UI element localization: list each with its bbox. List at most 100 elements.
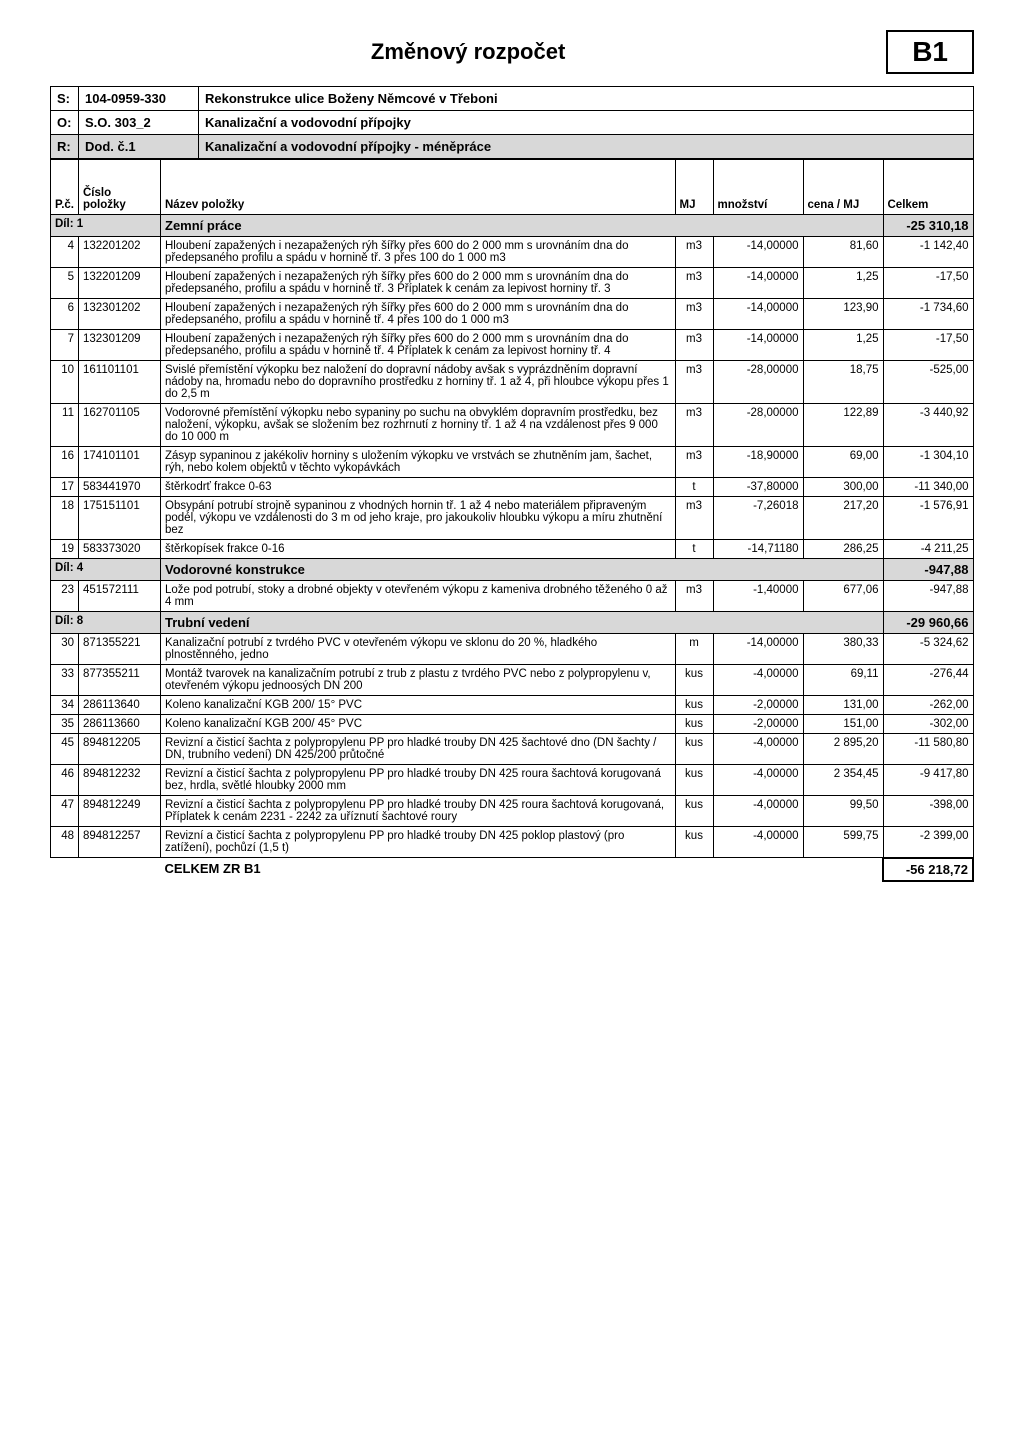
cell-qty: -14,00000 xyxy=(713,237,803,268)
cell-pc: 47 xyxy=(51,796,79,827)
cell-mj: m3 xyxy=(675,299,713,330)
table-row: 17583441970štěrkodrť frakce 0-63t-37,800… xyxy=(51,478,974,497)
cell-name: Kanalizační potrubí z tvrdého PVC v otev… xyxy=(161,634,676,665)
r-label: R: xyxy=(51,135,79,159)
cell-qty: -14,00000 xyxy=(713,299,803,330)
cell-qty: -28,00000 xyxy=(713,404,803,447)
cell-pc: 18 xyxy=(51,497,79,540)
cell-pc: 19 xyxy=(51,540,79,559)
table-row: 47894812249Revizní a čisticí šachta z po… xyxy=(51,796,974,827)
s-desc: Rekonstrukce ulice Boženy Němcové v Třeb… xyxy=(199,87,974,111)
cell-name: Revizní a čisticí šachta z polypropylenu… xyxy=(161,765,676,796)
section-row: Díl: 4Vodorovné konstrukce-947,88 xyxy=(51,559,974,581)
cell-name: Hloubení zapažených i nezapažených rýh š… xyxy=(161,268,676,299)
cell-code: 162701105 xyxy=(79,404,161,447)
table-row: 35286113660Koleno kanalizační KGB 200/ 4… xyxy=(51,715,974,734)
cell-code: 894812205 xyxy=(79,734,161,765)
table-row: 23451572111Lože pod potrubí, stoky a dro… xyxy=(51,581,974,612)
table-row: 19583373020štěrkopísek frakce 0-16t-14,7… xyxy=(51,540,974,559)
cell-code: 132201202 xyxy=(79,237,161,268)
cell-code: 894812257 xyxy=(79,827,161,858)
page-title: Změnový rozpočet xyxy=(50,39,886,65)
section-id: Díl: 4 xyxy=(51,559,161,581)
cell-code: 877355211 xyxy=(79,665,161,696)
cell-name: Revizní a čisticí šachta z polypropylenu… xyxy=(161,796,676,827)
cell-qty: -7,26018 xyxy=(713,497,803,540)
section-subtotal: -29 960,66 xyxy=(883,612,973,634)
cell-mj: kus xyxy=(675,715,713,734)
cell-name: Obsypání potrubí strojně sypaninou z vho… xyxy=(161,497,676,540)
cell-mj: m3 xyxy=(675,361,713,404)
cell-mj: kus xyxy=(675,665,713,696)
cell-mj: kus xyxy=(675,734,713,765)
cell-qty: -2,00000 xyxy=(713,715,803,734)
cell-total: -3 440,92 xyxy=(883,404,973,447)
header-row: Změnový rozpočet B1 xyxy=(50,30,974,74)
cell-qty: -2,00000 xyxy=(713,696,803,715)
cell-name: štěrkopísek frakce 0-16 xyxy=(161,540,676,559)
cell-price: 286,25 xyxy=(803,540,883,559)
cell-pc: 11 xyxy=(51,404,79,447)
cell-name: Lože pod potrubí, stoky a drobné objekty… xyxy=(161,581,676,612)
main-table: P.č. Číslo položky Název položky MJ množ… xyxy=(50,159,974,882)
cell-total: -262,00 xyxy=(883,696,973,715)
cell-name: Zásyp sypaninou z jakékoliv horniny s ul… xyxy=(161,447,676,478)
cell-code: 583373020 xyxy=(79,540,161,559)
cell-qty: -4,00000 xyxy=(713,827,803,858)
cell-code: 286113640 xyxy=(79,696,161,715)
cell-qty: -14,00000 xyxy=(713,268,803,299)
o-desc: Kanalizační a vodovodní přípojky xyxy=(199,111,974,135)
cell-qty: -4,00000 xyxy=(713,796,803,827)
cell-qty: -28,00000 xyxy=(713,361,803,404)
cell-price: 81,60 xyxy=(803,237,883,268)
table-row: 30871355221Kanalizační potrubí z tvrdého… xyxy=(51,634,974,665)
cell-name: Hloubení zapažených i nezapažených rýh š… xyxy=(161,299,676,330)
cell-code: 161101101 xyxy=(79,361,161,404)
cell-name: Revizní a čisticí šachta z polypropylenu… xyxy=(161,734,676,765)
cell-price: 99,50 xyxy=(803,796,883,827)
cell-qty: -4,00000 xyxy=(713,734,803,765)
cell-code: 174101101 xyxy=(79,447,161,478)
cell-total: -9 417,80 xyxy=(883,765,973,796)
col-pc: P.č. xyxy=(51,160,79,215)
cell-mj: m3 xyxy=(675,268,713,299)
cell-code: 871355221 xyxy=(79,634,161,665)
table-row: 33877355211Montáž tvarovek na kanalizačn… xyxy=(51,665,974,696)
cell-total: -17,50 xyxy=(883,330,973,361)
cell-name: štěrkodrť frakce 0-63 xyxy=(161,478,676,497)
cell-name: Svislé přemístění výkopku bez naložení d… xyxy=(161,361,676,404)
cell-name: Hloubení zapažených i nezapažených rýh š… xyxy=(161,330,676,361)
cell-total: -17,50 xyxy=(883,268,973,299)
cell-total: -2 399,00 xyxy=(883,827,973,858)
cell-pc: 6 xyxy=(51,299,79,330)
section-name: Vodorovné konstrukce xyxy=(161,559,884,581)
cell-pc: 4 xyxy=(51,237,79,268)
cell-name: Vodorovné přemístění výkopku nebo sypani… xyxy=(161,404,676,447)
cell-code: 451572111 xyxy=(79,581,161,612)
section-id: Díl: 1 xyxy=(51,215,161,237)
grand-total-value: -56 218,72 xyxy=(883,858,973,881)
cell-name: Revizní a čisticí šachta z polypropylenu… xyxy=(161,827,676,858)
cell-mj: m3 xyxy=(675,497,713,540)
cell-mj: kus xyxy=(675,827,713,858)
cell-price: 122,89 xyxy=(803,404,883,447)
cell-total: -4 211,25 xyxy=(883,540,973,559)
o-code: S.O. 303_2 xyxy=(79,111,199,135)
cell-price: 1,25 xyxy=(803,268,883,299)
cell-total: -1 576,91 xyxy=(883,497,973,540)
cell-mj: m3 xyxy=(675,330,713,361)
cell-total: -947,88 xyxy=(883,581,973,612)
cell-pc: 7 xyxy=(51,330,79,361)
table-row: 10161101101Svislé přemístění výkopku bez… xyxy=(51,361,974,404)
col-mj: MJ xyxy=(675,160,713,215)
cell-mj: m3 xyxy=(675,404,713,447)
cell-pc: 34 xyxy=(51,696,79,715)
cell-qty: -14,00000 xyxy=(713,330,803,361)
col-code: Číslo položky xyxy=(79,160,161,215)
table-row: 16174101101Zásyp sypaninou z jakékoliv h… xyxy=(51,447,974,478)
cell-code: 286113660 xyxy=(79,715,161,734)
cell-price: 2 895,20 xyxy=(803,734,883,765)
header-table: S: 104-0959-330 Rekonstrukce ulice Božen… xyxy=(50,86,974,159)
cell-total: -5 324,62 xyxy=(883,634,973,665)
badge: B1 xyxy=(886,30,974,74)
